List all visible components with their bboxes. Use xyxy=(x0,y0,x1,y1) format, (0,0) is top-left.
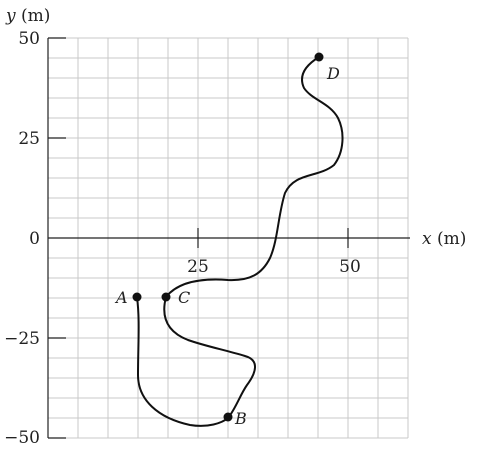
y-tick-label-50: 50 xyxy=(18,29,40,49)
y-tick-label-0: 0 xyxy=(29,229,40,249)
point-b-label: B xyxy=(234,409,247,428)
x-tick-label-25: 25 xyxy=(187,257,209,277)
point-c-marker xyxy=(162,293,171,302)
point-b-marker xyxy=(224,413,233,422)
x-tick-label-50: 50 xyxy=(339,257,361,277)
x-axis-label: x (m) xyxy=(422,229,466,249)
point-c-label: C xyxy=(178,288,190,307)
point-a-label: A xyxy=(114,288,128,307)
y-tick-label-neg25: −25 xyxy=(4,329,40,349)
y-axis-label: y (m) xyxy=(5,6,50,26)
point-d-marker xyxy=(315,53,324,62)
y-tick-label-neg50: −50 xyxy=(4,428,40,448)
y-tick-label-25: 25 xyxy=(18,129,40,149)
point-d-label: D xyxy=(326,64,340,83)
point-a-marker xyxy=(133,293,142,302)
